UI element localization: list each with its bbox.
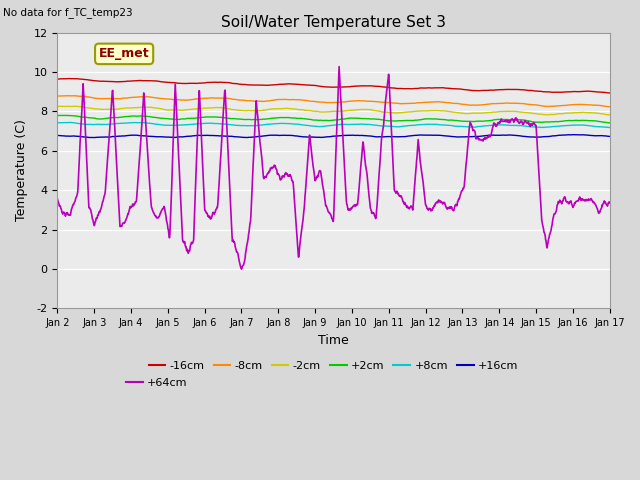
- -16cm: [163, 80, 171, 85]
- Line: -2cm: -2cm: [58, 106, 610, 115]
- +2cm: [541, 119, 548, 125]
- +8cm: [239, 123, 246, 129]
- -8cm: [606, 104, 614, 109]
- +8cm: [66, 120, 74, 125]
- +2cm: [492, 117, 500, 122]
- Text: EE_met: EE_met: [99, 48, 150, 60]
- +64cm: [163, 219, 171, 225]
- -2cm: [72, 103, 79, 109]
- +8cm: [420, 121, 428, 127]
- +64cm: [239, 264, 246, 269]
- +2cm: [54, 113, 61, 119]
- +8cm: [492, 122, 500, 128]
- -16cm: [420, 85, 428, 91]
- X-axis label: Time: Time: [318, 334, 349, 347]
- -8cm: [492, 101, 500, 107]
- -16cm: [54, 76, 61, 82]
- +16cm: [606, 133, 614, 139]
- Line: -8cm: -8cm: [58, 96, 610, 107]
- -16cm: [541, 89, 548, 95]
- +16cm: [239, 134, 246, 140]
- -16cm: [492, 87, 500, 93]
- -8cm: [163, 96, 171, 102]
- -2cm: [54, 104, 61, 109]
- +16cm: [492, 132, 500, 138]
- -2cm: [177, 107, 184, 113]
- +2cm: [420, 116, 428, 122]
- +64cm: [238, 266, 246, 272]
- -2cm: [163, 107, 171, 113]
- -8cm: [420, 100, 428, 106]
- -2cm: [541, 112, 548, 118]
- +2cm: [60, 112, 67, 118]
- Line: +64cm: +64cm: [58, 67, 610, 269]
- +64cm: [177, 187, 184, 192]
- +8cm: [541, 124, 548, 130]
- +16cm: [568, 132, 576, 137]
- +64cm: [420, 187, 428, 193]
- -16cm: [65, 76, 73, 82]
- +16cm: [91, 135, 99, 141]
- +16cm: [54, 132, 61, 138]
- +64cm: [492, 123, 500, 129]
- -2cm: [239, 108, 246, 113]
- -2cm: [492, 109, 500, 115]
- +8cm: [606, 125, 614, 131]
- Legend: +64cm: +64cm: [122, 373, 192, 392]
- -2cm: [420, 108, 428, 114]
- -16cm: [177, 81, 184, 86]
- Line: +16cm: +16cm: [58, 134, 610, 138]
- Title: Soil/Water Temperature Set 3: Soil/Water Temperature Set 3: [221, 15, 446, 30]
- Line: -16cm: -16cm: [58, 79, 610, 93]
- +64cm: [54, 196, 61, 202]
- -16cm: [239, 82, 246, 87]
- -8cm: [239, 97, 246, 103]
- +2cm: [177, 116, 184, 122]
- -8cm: [54, 93, 61, 99]
- +2cm: [606, 120, 614, 126]
- +2cm: [163, 116, 171, 121]
- +2cm: [239, 117, 246, 122]
- Y-axis label: Temperature (C): Temperature (C): [15, 120, 28, 221]
- +64cm: [541, 231, 548, 237]
- +16cm: [541, 134, 548, 140]
- -2cm: [606, 112, 614, 118]
- Line: +2cm: +2cm: [58, 115, 610, 123]
- -8cm: [63, 93, 71, 98]
- +8cm: [177, 122, 184, 128]
- +64cm: [335, 64, 343, 70]
- +16cm: [163, 134, 171, 140]
- +8cm: [54, 120, 61, 126]
- Line: +8cm: +8cm: [58, 122, 610, 128]
- +16cm: [177, 134, 184, 140]
- +64cm: [606, 200, 614, 205]
- +16cm: [420, 132, 428, 138]
- -8cm: [541, 103, 548, 109]
- Text: No data for f_TC_temp23: No data for f_TC_temp23: [3, 7, 133, 18]
- -8cm: [177, 97, 184, 103]
- -16cm: [606, 90, 614, 96]
- +8cm: [163, 122, 171, 128]
